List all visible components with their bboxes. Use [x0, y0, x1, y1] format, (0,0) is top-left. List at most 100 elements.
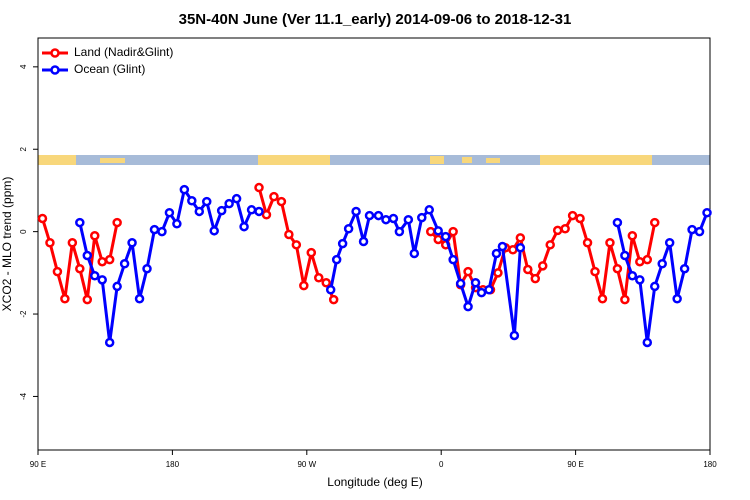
- data-point: [409, 248, 420, 259]
- legend-label: Land (Nadir&Glint): [74, 45, 173, 59]
- data-point: [635, 256, 645, 267]
- data-point: [657, 259, 667, 269]
- data-point: [321, 277, 331, 288]
- data-point: [497, 241, 508, 252]
- data-point: [313, 273, 324, 283]
- data-point: [515, 233, 526, 243]
- data-point: [82, 294, 93, 305]
- data-point: [642, 337, 653, 348]
- data-point: [433, 226, 443, 236]
- data-point: [687, 224, 697, 235]
- y-tick-label: -4: [19, 392, 28, 400]
- data-point: [530, 273, 541, 284]
- data-point: [567, 210, 578, 221]
- data-point: [470, 277, 481, 288]
- data-point: [635, 275, 645, 285]
- data-point: [97, 256, 107, 267]
- x-tick-label: 90 E: [567, 460, 583, 469]
- data-point: [582, 238, 593, 248]
- data-point: [575, 213, 585, 224]
- data-point: [388, 213, 399, 224]
- data-point: [246, 205, 257, 215]
- data-point: [269, 191, 279, 202]
- data-point: [649, 281, 660, 292]
- data-point: [620, 294, 630, 305]
- data-point: [187, 195, 197, 206]
- x-tick-label: 180: [166, 460, 180, 469]
- data-point: [672, 294, 682, 304]
- data-point: [642, 254, 653, 265]
- data-point: [261, 209, 272, 220]
- data-point: [463, 266, 473, 277]
- data-point: [119, 259, 130, 269]
- map-strip: [38, 155, 710, 165]
- data-point: [134, 294, 145, 304]
- data-point: [351, 206, 361, 217]
- data-point: [157, 226, 167, 237]
- data-point: [620, 250, 630, 261]
- data-point: [209, 226, 219, 236]
- y-tick-label: -2: [19, 310, 28, 318]
- data-point: [455, 278, 466, 289]
- data-point: [104, 337, 115, 348]
- data-point: [224, 198, 234, 209]
- data-point: [231, 193, 242, 204]
- x-axis-label: Longitude (deg E): [327, 475, 422, 489]
- data-point: [194, 206, 205, 217]
- data-point: [52, 266, 63, 277]
- data-point: [239, 221, 249, 232]
- data-point: [417, 212, 427, 223]
- data-point: [612, 263, 623, 274]
- data-point: [142, 263, 152, 274]
- data-point: [201, 196, 212, 207]
- y-tick-label: 0: [19, 229, 28, 234]
- data-point: [476, 287, 487, 298]
- data-point: [523, 264, 533, 275]
- data-point: [702, 207, 712, 218]
- x-tick-label: 0: [439, 460, 444, 469]
- data-point: [679, 263, 690, 274]
- data-point: [545, 240, 555, 250]
- data-point: [149, 224, 160, 235]
- data-point: [291, 240, 302, 250]
- data-point: [358, 236, 369, 247]
- data-point: [612, 217, 623, 228]
- data-point: [394, 226, 405, 237]
- data-point: [299, 280, 309, 291]
- data-point: [364, 210, 375, 221]
- data-point: [127, 238, 137, 248]
- data-point: [493, 268, 503, 278]
- data-point: [37, 213, 48, 224]
- x-tick-label: 180: [703, 460, 717, 469]
- data-point: [627, 231, 638, 241]
- data-point: [172, 219, 182, 229]
- data-point: [552, 225, 563, 236]
- data-point: [433, 234, 443, 245]
- x-tick-label: 90 E: [30, 460, 46, 469]
- data-point: [112, 217, 122, 228]
- data-point: [331, 254, 342, 265]
- data-point: [509, 330, 520, 341]
- data-point: [491, 248, 502, 259]
- data-point: [276, 196, 287, 207]
- data-point: [75, 217, 85, 228]
- data-point: [537, 261, 548, 271]
- data-point: [484, 284, 494, 295]
- data-point: [45, 238, 55, 248]
- data-point: [284, 229, 294, 240]
- legend-label: Ocean (Glint): [74, 62, 145, 76]
- data-point: [179, 184, 190, 195]
- data-point: [254, 206, 264, 217]
- data-point: [560, 224, 570, 234]
- data-point: [448, 254, 458, 265]
- chart-title: 35N-40N June (Ver 11.1_early) 2014-09-06…: [179, 11, 572, 28]
- data-point: [60, 294, 70, 304]
- data-point: [75, 263, 85, 274]
- data-point: [448, 226, 458, 237]
- data-point: [627, 270, 638, 281]
- data-point: [97, 275, 107, 285]
- y-tick-label: 4: [19, 64, 28, 69]
- data-point: [424, 205, 435, 215]
- data-point: [112, 281, 122, 292]
